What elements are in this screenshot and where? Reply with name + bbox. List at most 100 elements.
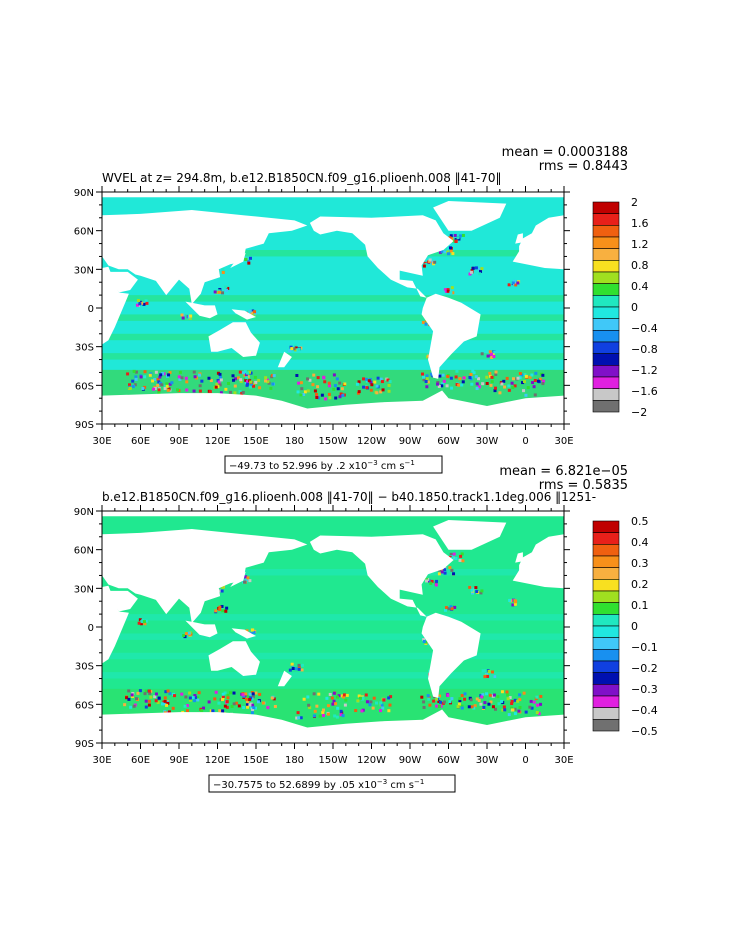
data-cell — [491, 705, 495, 709]
data-cell — [224, 609, 228, 613]
data-cell — [257, 378, 261, 382]
data-cell — [322, 708, 326, 712]
data-cell — [425, 374, 429, 378]
x-tick-label: 30E — [554, 755, 573, 766]
data-cell — [231, 374, 235, 378]
data-cell — [145, 301, 149, 305]
colorbar-swatch — [592, 602, 620, 615]
data-cell — [365, 700, 369, 704]
data-cell — [134, 375, 138, 379]
data-cell — [252, 384, 256, 388]
data-cell — [488, 350, 492, 354]
data-cell — [337, 694, 341, 698]
ocean-band — [102, 333, 564, 341]
colorbar-swatch — [592, 625, 620, 638]
data-cell — [452, 239, 456, 243]
data-cell — [380, 703, 384, 707]
data-cell — [166, 388, 170, 392]
data-cell — [236, 376, 240, 380]
data-cell — [445, 384, 449, 388]
data-cell — [296, 711, 300, 715]
data-cell — [247, 261, 251, 265]
data-cell — [452, 572, 456, 576]
data-cell — [144, 619, 148, 623]
data-cell — [226, 291, 230, 295]
data-cell — [458, 697, 462, 701]
data-cell — [522, 389, 526, 393]
land-mass — [102, 585, 129, 664]
data-cell — [250, 628, 254, 632]
colorbar-label: −0.4 — [631, 322, 658, 335]
data-cell — [241, 390, 245, 394]
colorbar-label: 2 — [631, 196, 638, 209]
data-cell — [160, 702, 164, 706]
data-cell — [516, 376, 520, 380]
data-cell — [422, 700, 426, 704]
data-cell — [497, 702, 501, 706]
data-cell — [429, 581, 433, 585]
data-cell — [513, 712, 517, 716]
data-cell — [246, 576, 250, 580]
data-cell — [248, 703, 252, 707]
data-cell — [518, 376, 522, 380]
data-cell — [134, 697, 138, 701]
data-cell — [446, 289, 450, 293]
data-cell — [306, 377, 310, 381]
data-cell — [332, 373, 336, 377]
colorbar-label: 0.4 — [631, 280, 649, 293]
data-cell — [422, 375, 426, 379]
data-cell — [149, 695, 153, 699]
data-cell — [139, 622, 143, 626]
data-cell — [479, 269, 483, 273]
data-cell — [446, 252, 450, 256]
data-cell — [323, 380, 327, 384]
y-tick-label: 60S — [75, 381, 94, 392]
data-cell — [183, 704, 187, 708]
data-cell — [427, 260, 431, 264]
y-tick-label: 0 — [88, 304, 94, 315]
range-box — [208, 774, 456, 793]
data-cell — [538, 377, 542, 381]
data-cell — [439, 704, 443, 708]
data-cell — [513, 707, 517, 711]
data-cell — [437, 704, 441, 708]
data-cell — [154, 370, 158, 374]
ocean-band — [102, 614, 564, 621]
data-cell — [313, 389, 317, 393]
data-cell — [248, 309, 252, 313]
data-cell — [332, 387, 336, 391]
data-cell — [316, 376, 320, 380]
data-cell — [368, 703, 372, 707]
data-cell — [387, 383, 391, 387]
data-cell — [178, 370, 182, 374]
range-units-exp: −1 — [405, 459, 415, 467]
data-cell — [483, 669, 487, 673]
data-cell — [321, 710, 325, 714]
data-cell — [219, 268, 223, 272]
data-cell — [252, 706, 256, 710]
data-cell — [510, 281, 514, 285]
colorbar-swatch — [592, 283, 620, 296]
data-cell — [488, 374, 492, 378]
colorbar-swatch — [592, 225, 620, 238]
data-cell — [524, 710, 528, 714]
data-cell — [458, 377, 462, 381]
data-cell — [343, 382, 347, 386]
data-cell — [535, 695, 539, 699]
y-tick-label: 90N — [74, 507, 94, 518]
ocean-band — [102, 314, 564, 321]
data-cell — [193, 694, 197, 698]
land-mass — [185, 620, 218, 638]
data-cell — [433, 260, 437, 264]
data-cell — [535, 711, 539, 715]
data-cell — [425, 579, 429, 583]
data-cell — [239, 379, 243, 383]
data-cell — [475, 382, 479, 386]
data-cell — [443, 250, 447, 254]
data-cell — [470, 591, 474, 595]
data-cell — [357, 380, 361, 384]
data-cell — [453, 605, 457, 609]
ocean-field — [102, 192, 564, 424]
data-cell — [381, 706, 385, 710]
data-cell — [442, 700, 446, 704]
